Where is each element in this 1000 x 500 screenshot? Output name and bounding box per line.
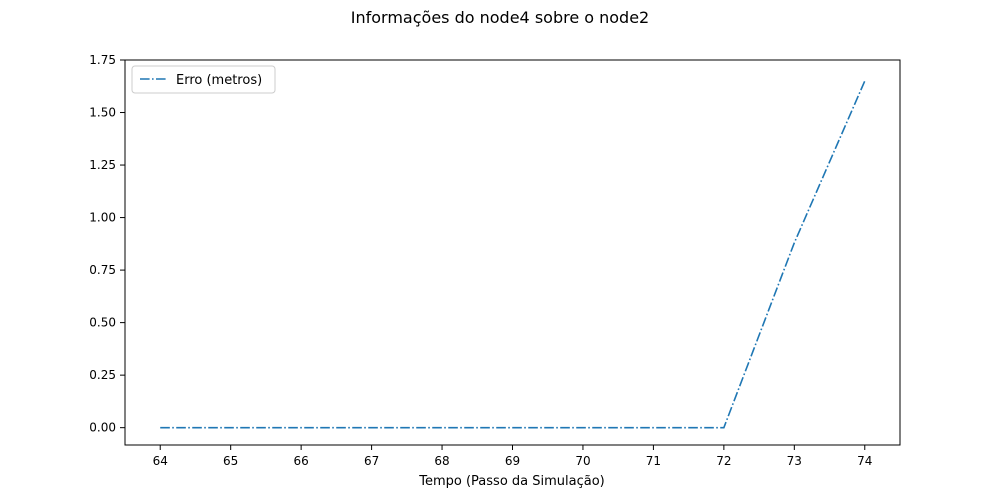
y-tick-label: 0.75	[89, 263, 116, 277]
y-tick-label: 1.75	[89, 53, 116, 67]
y-tick-label: 1.50	[89, 106, 116, 120]
legend-box	[131, 65, 276, 94]
y-tick-label: 0.25	[89, 368, 116, 382]
x-tick-label: 67	[364, 454, 379, 468]
y-tick-label: 0.50	[89, 316, 116, 330]
chart-title: Informações do node4 sobre o node2	[351, 8, 649, 27]
plot-frame	[124, 59, 901, 446]
x-tick-label: 64	[153, 454, 168, 468]
y-axis: 0.00 0.25 0.50 0.75 1.00 1.25 1.50 1.75	[89, 53, 125, 435]
y-tick-label: 1.25	[89, 158, 116, 172]
x-tick-label: 74	[857, 454, 872, 468]
x-tick-label: 66	[293, 454, 308, 468]
x-axis: 64 65 66 67 68 69 70 71 72 73 74	[153, 445, 872, 468]
x-tick-label: 65	[223, 454, 238, 468]
series-layer	[160, 80, 866, 429]
y-tick-label: 1.00	[89, 211, 116, 225]
x-tick-label: 69	[505, 454, 520, 468]
x-tick-label: 68	[434, 454, 449, 468]
x-axis-label: Tempo (Passo da Simulação)	[418, 474, 605, 489]
x-tick-label: 71	[646, 454, 661, 468]
x-tick-label: 72	[716, 454, 731, 468]
x-tick-label: 73	[787, 454, 802, 468]
legend-label: Erro (metros)	[176, 73, 262, 88]
x-tick-label: 70	[575, 454, 590, 468]
series-line-0	[160, 80, 866, 429]
y-tick-label: 0.00	[89, 421, 116, 435]
legend: Erro (metros)	[131, 65, 276, 94]
